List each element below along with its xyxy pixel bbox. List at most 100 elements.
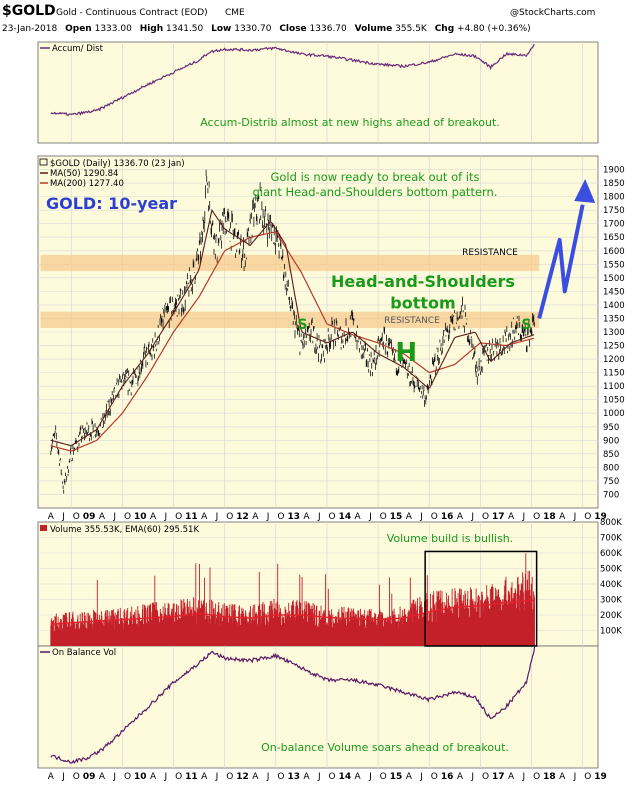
chart-header: $GOLD Gold - Continuous Contract (EOD) C… <box>0 0 637 40</box>
quote-date: 23-Jan-2018 <box>2 24 58 34</box>
obv-axis-xtick-26: O <box>380 772 387 782</box>
price-axis-xtick-41: J <box>573 512 577 522</box>
price-axis-xtick-23: 14 <box>339 512 352 522</box>
price-tick-1800: 1800 <box>603 193 625 203</box>
obv-axis-xtick-24: A <box>355 772 362 782</box>
right-shoulder-label: S <box>521 317 531 333</box>
volume-legend-swatch <box>40 525 47 531</box>
price-axis-xtick-22: O <box>329 512 336 522</box>
ma200-line <box>50 231 535 452</box>
price-axis-xtick-36: A <box>508 512 515 522</box>
price-axis-xtick-6: O <box>124 512 131 522</box>
price-tick-1500: 1500 <box>603 274 625 284</box>
price-tick-1350: 1350 <box>603 314 625 324</box>
obv-axis-xtick-36: A <box>508 772 515 782</box>
breakout-arrow-head <box>574 179 596 204</box>
price-axis-xtick-15: 12 <box>236 512 249 522</box>
symbol-title: $GOLD <box>2 3 56 19</box>
price-tick-1450: 1450 <box>603 287 625 297</box>
obv-axis-xtick-21: J <box>317 772 321 782</box>
resistance-band-2 <box>40 311 540 328</box>
price-axis-xtick-43: 19 <box>594 512 607 522</box>
price-axis-xtick-1: J <box>61 512 65 522</box>
accum-dist-annotation: Accum-Distrib almost at new highs ahead … <box>200 116 500 129</box>
volume-tick-200K: 200K <box>600 611 622 621</box>
price-axis-xtick-35: 17 <box>492 512 505 522</box>
obv-axis-xtick-33: J <box>470 772 474 782</box>
ohlc-row: 23-Jan-2018 Open 1333.00 High 1341.50 Lo… <box>2 24 531 34</box>
price-axis-xtick-0: A <box>48 512 55 522</box>
high-value: 1341.50 <box>166 24 204 34</box>
obv-axis-xtick-37: J <box>522 772 526 782</box>
price-axis-xtick-27: 15 <box>390 512 403 522</box>
price-legend-gold: $GOLD (Daily) 1336.70 (23 Jan) <box>50 159 185 169</box>
price-axis-xtick-16: A <box>252 512 259 522</box>
obv-axis-xtick-15: 12 <box>236 772 249 782</box>
price-top-note-line1: Gold is now ready to break out of its <box>270 170 479 184</box>
close-value: 1336.70 <box>309 24 347 34</box>
price-tick-1400: 1400 <box>603 301 625 311</box>
obv-axis-xtick-2: O <box>73 772 80 782</box>
obv-axis-xtick-5: J <box>112 772 116 782</box>
resistance-lower-label: RESISTANCE <box>384 316 440 326</box>
price-axis-xtick-39: 18 <box>543 512 556 522</box>
price-axis-xtick-37: J <box>522 512 526 522</box>
obv-axis-xtick-17: J <box>266 772 270 782</box>
symbol-description: Gold - Continuous Contract (EOD) <box>56 8 208 18</box>
volume-tick-600K: 600K <box>600 549 622 559</box>
price-axis-xtick-32: A <box>457 512 464 522</box>
price-tick-900: 900 <box>603 436 619 446</box>
obv-axis-xtick-14: O <box>226 772 233 782</box>
price-axis-xtick-14: O <box>226 512 233 522</box>
obv-axis-xtick-9: J <box>164 772 168 782</box>
price-axis-xtick-34: O <box>482 512 489 522</box>
price-legend-ma50: MA(50) 1290.84 <box>50 169 118 179</box>
price-axis-xtick-11: 11 <box>185 512 198 522</box>
price-axis-xtick-25: J <box>368 512 372 522</box>
volume-tick-800K: 800K <box>600 518 622 528</box>
price-tick-1300: 1300 <box>603 328 625 338</box>
price-axis-xtick-3: 09 <box>83 512 96 522</box>
price-axis-xtick-20: A <box>303 512 310 522</box>
obv-axis-xtick-1: J <box>61 772 65 782</box>
obv-axis-xtick-19: 13 <box>287 772 300 782</box>
resistance-upper-label: RESISTANCE <box>462 248 518 258</box>
chg-label: Chg <box>434 24 455 34</box>
price-tick-1600: 1600 <box>603 247 625 257</box>
obv-axis-xtick-28: A <box>406 772 413 782</box>
price-axis-xtick-7: 10 <box>134 512 147 522</box>
obv-legend: On Balance Vol <box>52 648 116 658</box>
price-chart-title: GOLD: 10-year <box>46 194 177 213</box>
price-legend-ma200: MA(200) 1277.40 <box>50 179 124 189</box>
close-label: Close <box>279 24 307 34</box>
price-axis-xtick-5: J <box>112 512 116 522</box>
price-tick-1050: 1050 <box>603 396 625 406</box>
price-tick-1650: 1650 <box>603 233 625 243</box>
price-axis-xtick-26: O <box>380 512 387 522</box>
obv-axis-xtick-12: A <box>201 772 208 782</box>
chg-value: +4.80 (+0.36%) <box>457 24 531 34</box>
volume-annotation: Volume build is bullish. <box>387 532 514 545</box>
volume-tick-700K: 700K <box>600 534 622 544</box>
breakout-arrow-shaft <box>537 204 585 319</box>
copyright-label: @StockCharts.com <box>510 8 596 18</box>
price-axis-xtick-17: J <box>266 512 270 522</box>
price-tick-1150: 1150 <box>603 369 625 379</box>
accum-dist-legend: Accum/ Dist <box>52 44 104 54</box>
high-label: High <box>139 24 164 34</box>
price-axis-xtick-18: O <box>277 512 284 522</box>
price-axis-xtick-31: 16 <box>441 512 454 522</box>
price-tick-750: 750 <box>603 477 619 487</box>
exchange-label: CME <box>225 8 245 18</box>
obv-line <box>50 646 536 764</box>
volume-ema-line <box>50 599 535 625</box>
obv-axis-xtick-11: 11 <box>185 772 198 782</box>
open-value: 1333.00 <box>94 24 132 34</box>
volume-bars <box>50 553 535 646</box>
obv-axis-xtick-4: A <box>99 772 106 782</box>
volume-label: Volume <box>354 24 393 34</box>
price-axis-xtick-13: J <box>215 512 219 522</box>
volume-tick-100K: 100K <box>600 627 622 637</box>
price-axis-xtick-4: A <box>99 512 106 522</box>
price-tick-1700: 1700 <box>603 220 625 230</box>
